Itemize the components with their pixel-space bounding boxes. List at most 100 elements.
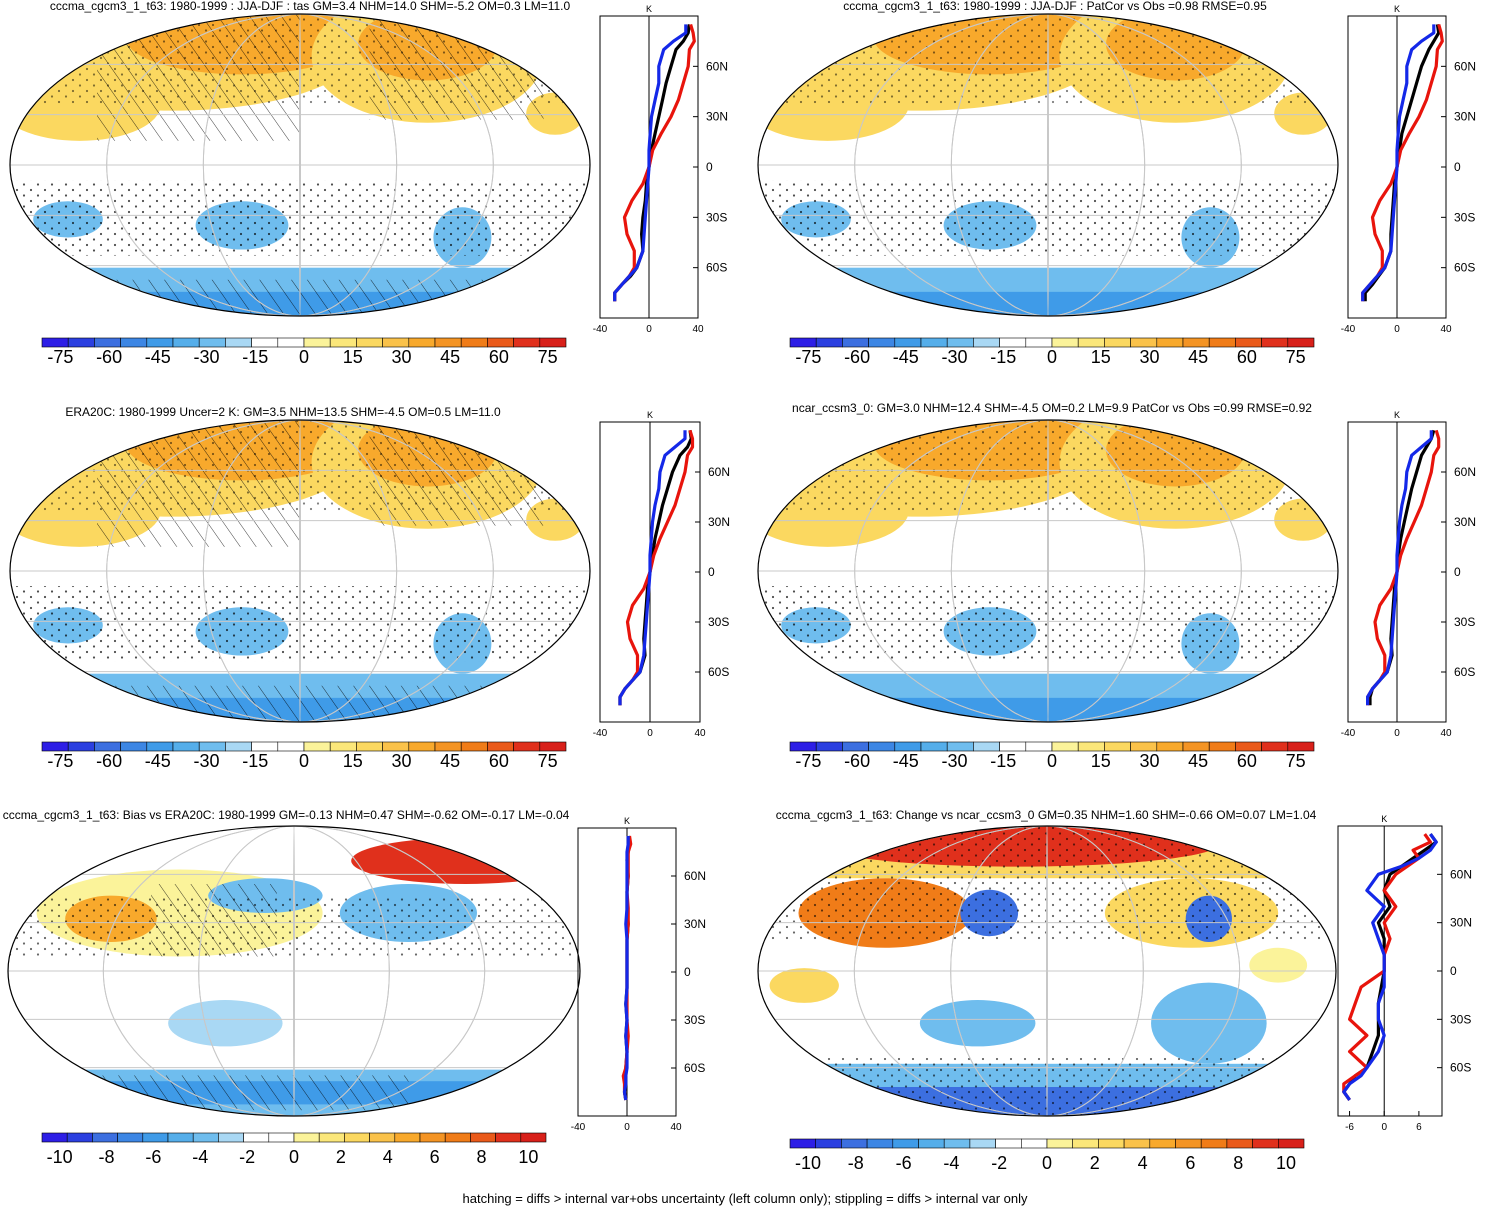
profile-unit: K (647, 410, 653, 420)
profile-lat-label: 60N (684, 869, 706, 883)
colorbar-label: 75 (538, 347, 558, 367)
profile-lat-label: 60N (1454, 465, 1476, 479)
colorbar-label: 30 (1139, 751, 1159, 771)
colorbar-swatch (842, 741, 869, 752)
profile-lat-label: 30N (1454, 515, 1476, 529)
graticule-lon (1047, 14, 1049, 316)
hatching (369, 14, 544, 120)
colorbar-label: -6 (896, 1153, 912, 1173)
colorbar-swatch (1208, 337, 1236, 348)
colorbar-label: -75 (795, 751, 821, 771)
profile-unit: K (1381, 814, 1387, 824)
colorbar-label: -45 (145, 347, 171, 367)
panel-2: cccma_cgcm3_1_t63: 1980-1999 : JJA-DJF :… (757, 0, 1476, 367)
colorbar-swatch (434, 337, 462, 348)
colorbar-label: -30 (194, 751, 220, 771)
colorbar-label: -60 (96, 347, 122, 367)
hatching (8, 1075, 409, 1111)
colorbar-swatch (94, 337, 121, 348)
colorbar-swatch (946, 337, 974, 348)
colorbar-swatch (408, 741, 436, 752)
colorbar-swatch (920, 741, 948, 752)
colorbar-swatch (1261, 741, 1289, 752)
atlantic-change (1249, 947, 1308, 983)
colorbar-swatch (920, 337, 948, 348)
colorbar-swatch (251, 337, 279, 348)
graticule-lon (299, 14, 301, 316)
map-outline (757, 419, 1339, 723)
colorbar-swatch (293, 1132, 320, 1143)
colorbar-swatch (815, 741, 843, 752)
profile-x-tick-label: 0 (647, 728, 653, 739)
panel-title: cccma_cgcm3_1_t63: Change vs ncar_ccsm3_… (776, 808, 1317, 822)
colorbar-label: -15 (990, 751, 1016, 771)
profile-lat-label: 60S (684, 1061, 705, 1075)
colorbar-swatch (120, 741, 148, 752)
colorbar-swatch (225, 337, 252, 348)
panel-1: cccma_cgcm3_1_t63: 1980-1999 : JJA-DJF :… (9, 0, 728, 367)
colorbar-swatch (1098, 1138, 1125, 1149)
colorbar-label: 4 (1138, 1153, 1148, 1173)
profile-x-tick-label: -40 (593, 728, 608, 739)
map-field (758, 14, 1338, 316)
colorbar-label: -60 (844, 347, 870, 367)
profile-line-upper (1342, 833, 1433, 1101)
graticule-lon (950, 420, 1146, 722)
colorbar-swatch (120, 337, 148, 348)
profile-unit: K (646, 4, 652, 14)
colorbar-swatch (1182, 741, 1210, 752)
colorbar-swatch (513, 337, 541, 348)
colorbar-swatch (460, 337, 488, 348)
graticule-lon (1046, 826, 1048, 1116)
profile-lat-label: 0 (706, 160, 713, 174)
profile-lat-label: 60S (1450, 1061, 1471, 1075)
colorbar-swatch (344, 1132, 370, 1143)
profile-lat-label: 30N (684, 917, 706, 931)
colorbar-swatch (198, 741, 226, 752)
colorbar-swatch (1077, 337, 1105, 348)
colorbar-label: -15 (990, 347, 1016, 367)
colorbar-swatch (356, 741, 383, 752)
colorbar-label: 15 (343, 347, 363, 367)
colorbar-swatch (460, 741, 488, 752)
colorbar-swatch (382, 741, 410, 752)
profile-lat-label: 60S (1454, 261, 1475, 275)
profile-lat-label: 30S (684, 1013, 705, 1027)
profile-lat-label: 30S (1454, 615, 1475, 629)
colorbar-swatch (918, 1138, 945, 1149)
profile-x-tick-label: 0 (624, 1122, 630, 1133)
profile-lat-label: 30N (1454, 110, 1476, 124)
colorbar-label: 15 (1091, 347, 1111, 367)
colorbar-label: -30 (194, 347, 220, 367)
profile-x-tick-label: -40 (1341, 728, 1356, 739)
colorbar-label: -4 (192, 1147, 208, 1167)
colorbar-label: -45 (893, 347, 919, 367)
colorbar-swatch (318, 1132, 345, 1143)
colorbar-label: 75 (1286, 751, 1306, 771)
colorbar-swatch (329, 741, 357, 752)
profile-x-tick-label: 40 (1440, 324, 1452, 335)
profile-line-lower (618, 430, 687, 706)
colorbar-label: 60 (1237, 347, 1257, 367)
graticule-lon (202, 14, 398, 316)
colorbar-label: 75 (538, 751, 558, 771)
panel-title: cccma_cgcm3_1_t63: 1980-1999 : JJA-DJF :… (50, 0, 571, 13)
profile-line-lower (1361, 24, 1436, 302)
colorbar-swatch (520, 1132, 547, 1143)
panel-title: cccma_cgcm3_1_t63: 1980-1999 : JJA-DJF :… (843, 0, 1267, 13)
colorbar-label: 10 (1276, 1153, 1296, 1173)
colorbar-swatch (1077, 741, 1105, 752)
colorbar-swatch (495, 1132, 522, 1143)
colorbar-swatch (268, 1132, 295, 1143)
colorbar-swatch (198, 337, 226, 348)
colorbar-swatch (243, 1132, 270, 1143)
profile-x-tick-label: 40 (692, 324, 704, 335)
colorbar-swatch (167, 1132, 194, 1143)
colorbar-swatch (1200, 1138, 1228, 1149)
colorbar-swatch (1149, 1138, 1176, 1149)
colorbar-swatch (1235, 741, 1262, 752)
profile-lat-label: 30S (706, 210, 727, 224)
colorbar-swatch (470, 1132, 496, 1143)
profile-x-tick-label: 0 (1381, 1122, 1387, 1133)
